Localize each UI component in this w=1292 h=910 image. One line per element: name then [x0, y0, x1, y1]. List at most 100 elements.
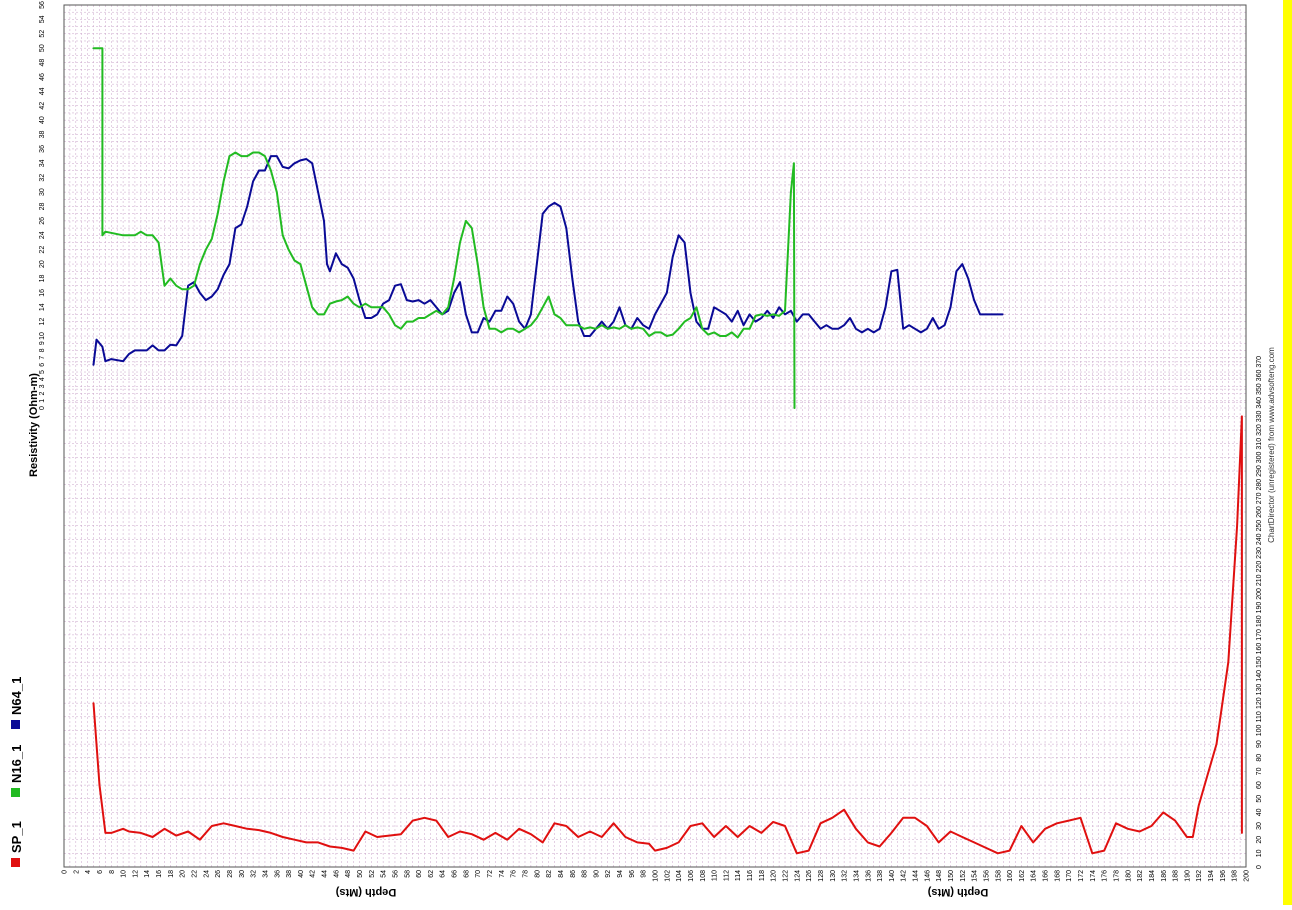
sp-tick-label: 10: [1256, 849, 1263, 857]
x-tick-label: 190: [1184, 870, 1191, 882]
x-tick-label: 86: [570, 870, 577, 878]
resistivity-tick-label: 5: [39, 370, 46, 374]
legend-label-sp: SP_1: [9, 821, 24, 853]
x-tick-label: 30: [239, 870, 246, 878]
x-tick-label: 76: [511, 870, 518, 878]
resistivity-tick-label: 1: [39, 399, 46, 403]
x-tick-label: 154: [972, 870, 979, 882]
x-tick-label: 112: [723, 870, 730, 881]
resistivity-tick-label: 40: [39, 116, 46, 124]
x-tick-label: 36: [274, 870, 281, 878]
sp-tick-label: 100: [1256, 725, 1263, 737]
sp-tick-label: 340: [1256, 397, 1263, 409]
x-tick-label: 16: [156, 870, 163, 878]
resistivity-tick-label: 14: [39, 303, 46, 311]
sp-tick-label: 90: [1256, 740, 1263, 748]
resistivity-tick-label: 8: [39, 348, 46, 352]
x-tick-label: 192: [1196, 870, 1203, 882]
resistivity-tick-label: 46: [39, 73, 46, 81]
sp-tick-label: 80: [1256, 754, 1263, 762]
sp-tick-label: 370: [1256, 356, 1263, 368]
x-tick-label: 172: [1078, 870, 1085, 882]
resistivity-tick-label: 30: [39, 188, 46, 196]
x-tick-label: 198: [1232, 870, 1239, 882]
x-tick-label: 28: [227, 870, 234, 878]
resistivity-tick-label: 7: [39, 356, 46, 360]
resistivity-tick-label: 42: [39, 102, 46, 110]
grid-lines: [63, 4, 1247, 868]
x-tick-label: 2: [73, 870, 80, 874]
x-tick-label: 132: [842, 870, 849, 882]
x-tick-label: 90: [593, 870, 600, 878]
plot-frame: [63, 4, 1247, 868]
resistivity-tick-label: 18: [39, 274, 46, 282]
x-tick-label: 70: [475, 870, 482, 878]
x-tick-label: 46: [333, 870, 340, 878]
sp-tick-label: 220: [1256, 561, 1263, 573]
x-axis-ticks: 0 2 4 6 8 10 12 14 16 18 20 22 24 26 28 30 32 34 36 38 40 42 4…: [62, 870, 1251, 882]
series-line-sp-1: [92, 415, 1243, 855]
resistivity-tick-label: 12: [39, 318, 46, 326]
x-tick-label: 130: [830, 870, 837, 882]
resistivity-tick-label: 32: [39, 174, 46, 182]
sp-tick-label: 270: [1256, 492, 1263, 504]
sp-tick-label: 50: [1256, 795, 1263, 803]
resistivity-tick-label: 22: [39, 246, 46, 254]
x-tick-label: 40: [298, 870, 305, 878]
resistivity-tick-label: 0: [39, 406, 46, 410]
x-tick-label: 0: [62, 870, 69, 874]
sp-tick-label: 240: [1256, 533, 1263, 545]
x-tick-label: 162: [1019, 870, 1026, 882]
sp-tick-label: 310: [1256, 438, 1263, 450]
sp-tick-label: 140: [1256, 670, 1263, 682]
sp-tick-label: 330: [1256, 410, 1263, 422]
legend: SP_1 N16_1 N64_1: [9, 677, 24, 867]
x-tick-label: 150: [948, 870, 955, 882]
x-tick-label: 54: [381, 870, 388, 878]
x-tick-label: 84: [558, 870, 565, 878]
x-tick-label: 196: [1220, 870, 1227, 882]
x-tick-label: 50: [357, 870, 364, 878]
x-tick-label: 116: [747, 870, 754, 881]
x-tick-label: 176: [1102, 870, 1109, 882]
x-tick-label: 180: [1125, 870, 1132, 882]
sp-tick-label: 290: [1256, 465, 1263, 477]
resistivity-tick-label: 9: [39, 341, 46, 345]
x-tick-label: 110: [712, 870, 719, 881]
x-tick-label: 186: [1161, 870, 1168, 882]
x-axis-title-right: Depth (Mts): [927, 886, 988, 898]
resistivity-tick-label: 6: [39, 363, 46, 367]
x-tick-label: 144: [913, 870, 920, 882]
x-tick-label: 62: [428, 870, 435, 878]
x-tick-label: 156: [983, 870, 990, 882]
resistivity-tick-label: 4: [39, 377, 46, 381]
legend-swatch-n64: [11, 720, 20, 729]
x-tick-label: 18: [168, 870, 175, 878]
resistivity-tick-label: 10: [39, 332, 46, 340]
sp-tick-label: 230: [1256, 547, 1263, 559]
sp-tick-label: 160: [1256, 643, 1263, 655]
resistivity-axis-ticks: 0123456789101214161820222426283032343638…: [39, 1, 46, 410]
resistivity-tick-label: 16: [39, 289, 46, 297]
x-tick-label: 152: [960, 870, 967, 882]
sp-tick-label: 210: [1256, 574, 1263, 586]
x-tick-label: 178: [1113, 870, 1120, 882]
x-tick-label: 72: [487, 870, 494, 878]
x-tick-label: 42: [310, 870, 317, 878]
x-tick-label: 164: [1031, 870, 1038, 882]
sp-tick-label: 280: [1256, 479, 1263, 491]
sp-tick-label: 350: [1256, 383, 1263, 395]
sp-tick-label: 200: [1256, 588, 1263, 600]
legend-label-n64: N64_1: [9, 677, 24, 715]
x-tick-label: 10: [121, 870, 128, 878]
watermark-bar: [1283, 0, 1292, 905]
x-tick-label: 138: [877, 870, 884, 882]
resistivity-tick-label: 48: [39, 59, 46, 67]
sp-tick-label: 40: [1256, 808, 1263, 816]
x-tick-label: 22: [192, 870, 199, 878]
x-tick-label: 92: [605, 870, 612, 878]
x-tick-label: 128: [818, 870, 825, 882]
series-line-n64-1: [92, 155, 1004, 366]
resistivity-tick-label: 34: [39, 159, 46, 167]
